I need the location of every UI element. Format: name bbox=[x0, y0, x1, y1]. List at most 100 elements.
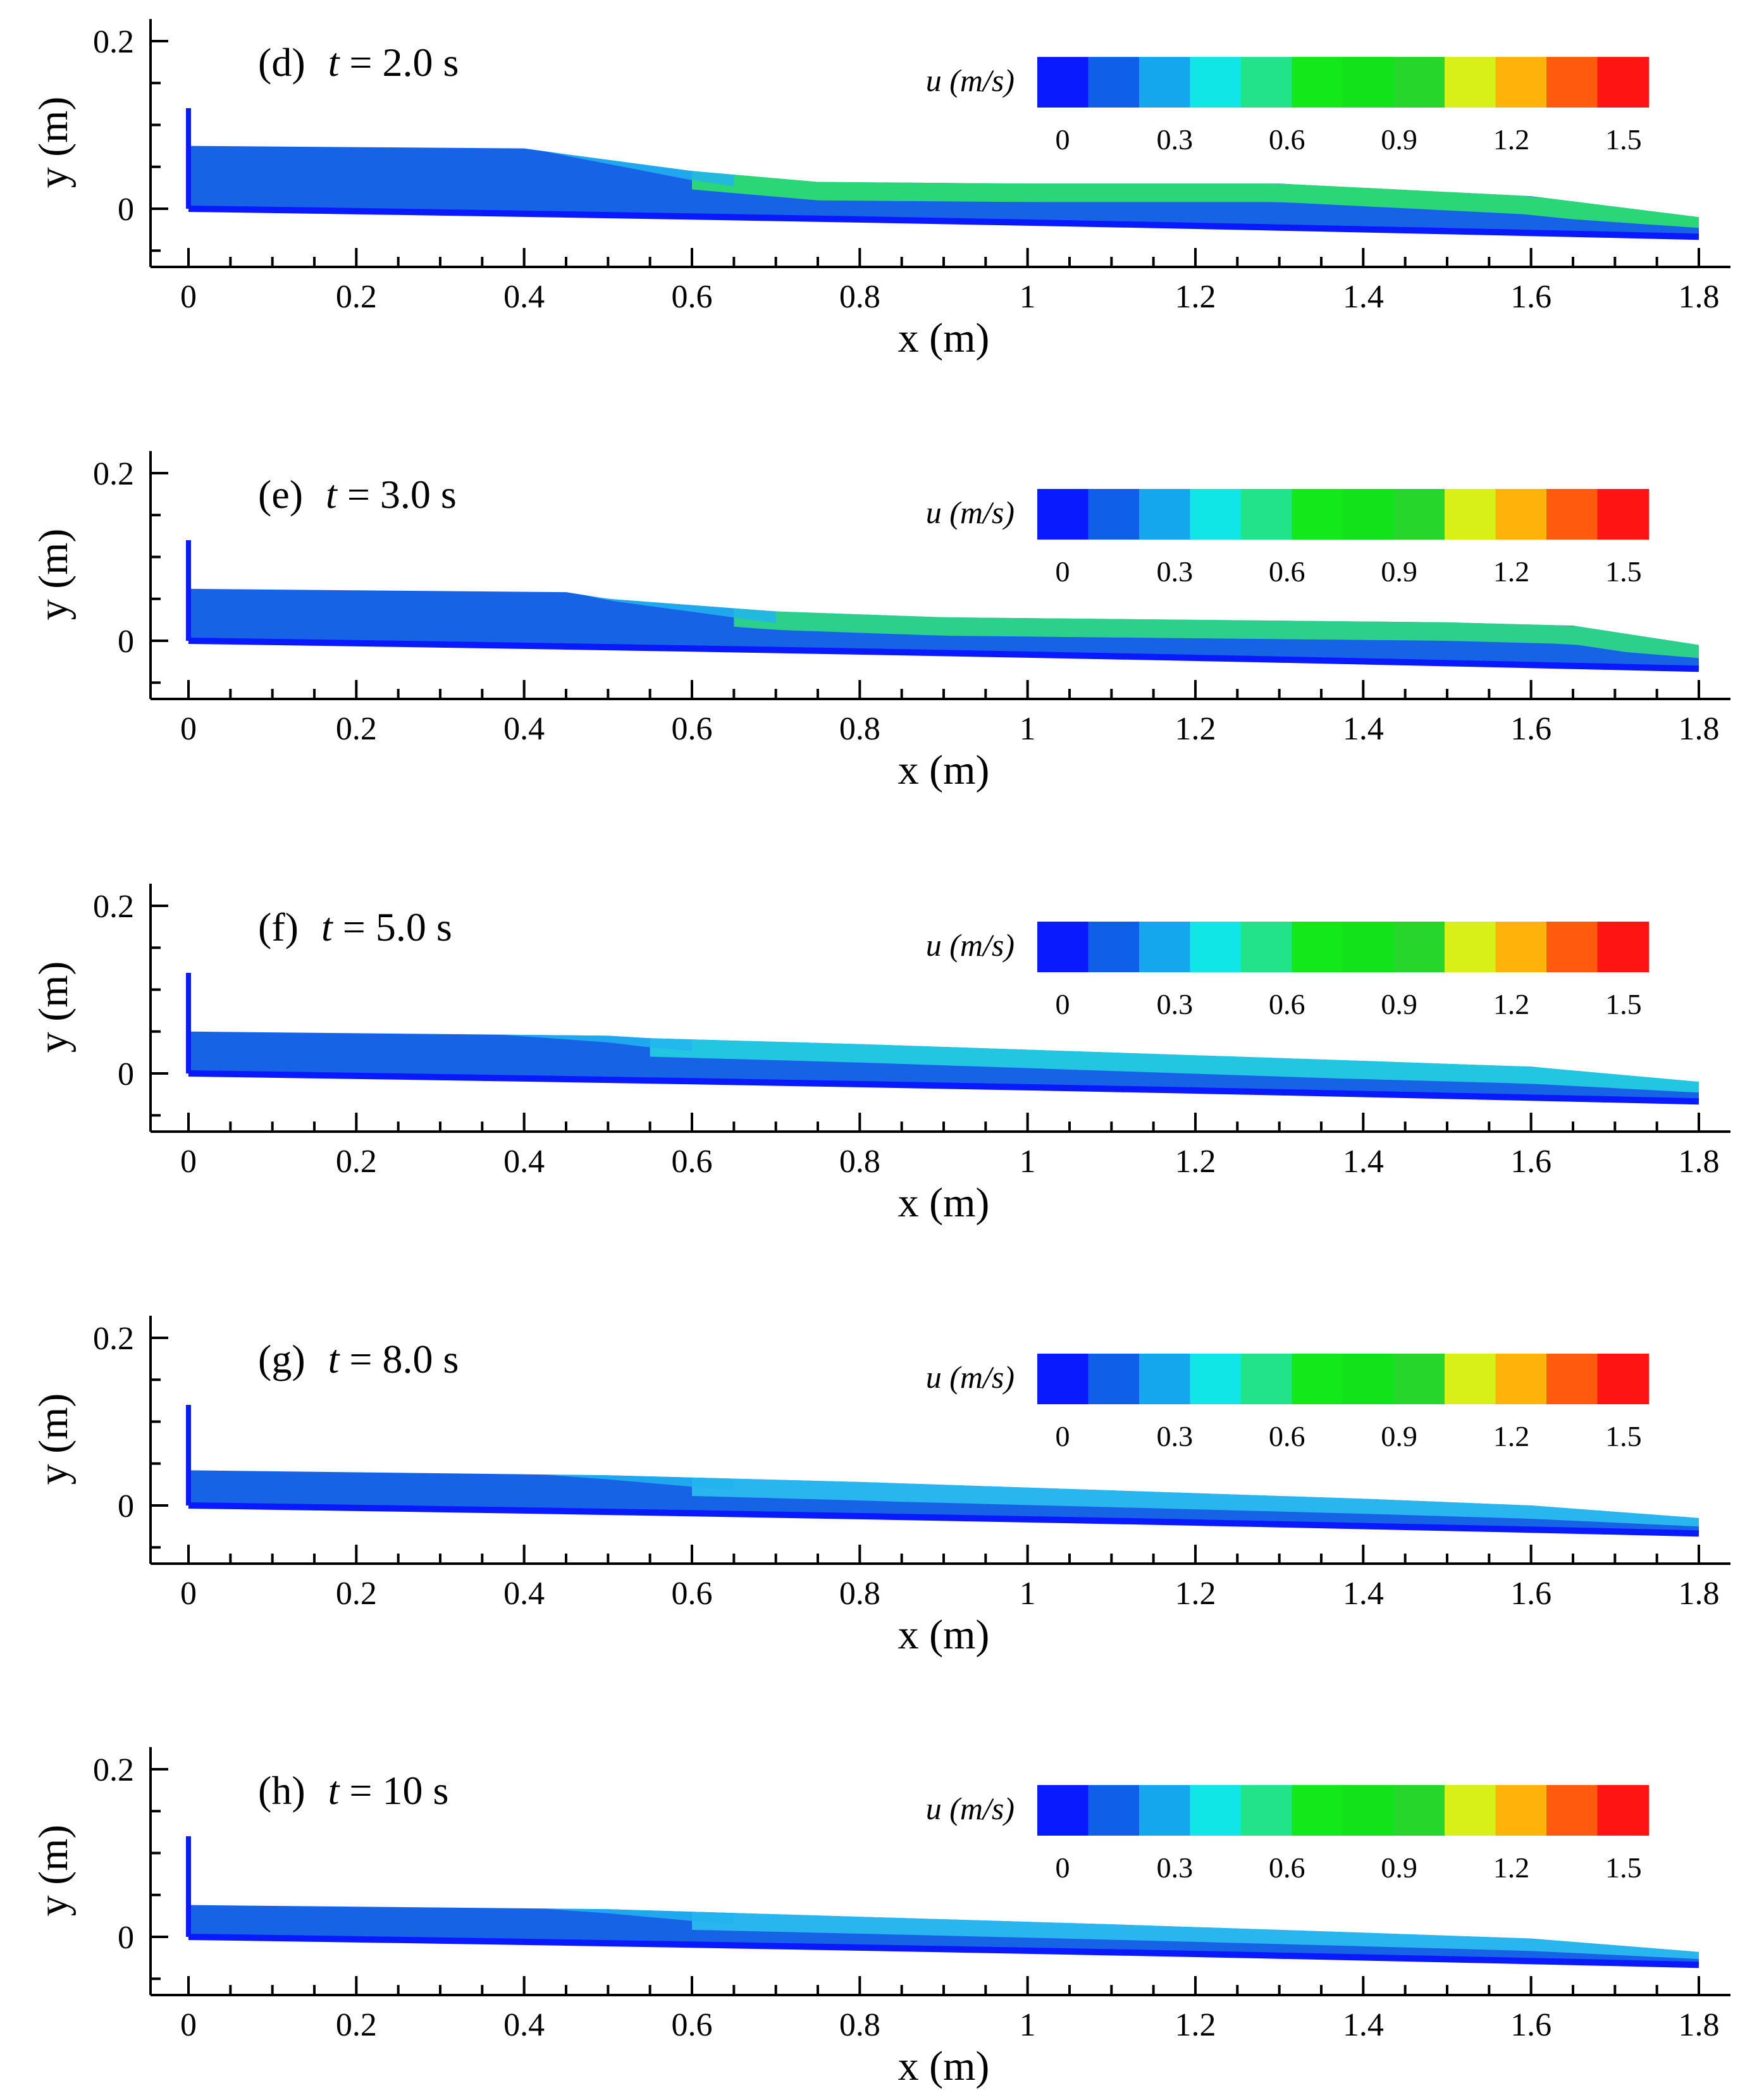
x-tick-label: 0.2 bbox=[336, 2007, 377, 2043]
gate-plate bbox=[186, 1405, 191, 1505]
colorbar-swatch bbox=[1241, 489, 1293, 540]
x-tick-label: 1.4 bbox=[1343, 279, 1384, 315]
x-tick-label: 0.6 bbox=[672, 1576, 713, 1612]
colorbar-swatch bbox=[1088, 1354, 1140, 1404]
bed-line bbox=[188, 638, 1699, 672]
x-axis-title: x (m) bbox=[898, 1180, 990, 1226]
y-axis-title: y (m) bbox=[30, 1394, 77, 1485]
colorbar-label: u (m/s) bbox=[926, 927, 1015, 963]
colorbar-swatch bbox=[1393, 922, 1445, 972]
colorbar-swatch bbox=[1546, 57, 1598, 108]
x-tick-label: 0.8 bbox=[839, 279, 880, 315]
colorbar-swatch bbox=[1597, 57, 1649, 108]
x-tick-label: 0.2 bbox=[336, 711, 377, 747]
x-tick-label: 1 bbox=[1020, 711, 1036, 747]
colorbar-swatch bbox=[1343, 1785, 1395, 1836]
colorbar-swatch bbox=[1139, 57, 1191, 108]
colorbar-swatch bbox=[1292, 489, 1343, 540]
colorbar-swatch bbox=[1445, 489, 1496, 540]
x-tick-label: 1 bbox=[1020, 1144, 1036, 1180]
gate-plate bbox=[186, 108, 191, 209]
colorbar-tick-label: 0.3 bbox=[1157, 1851, 1193, 1884]
colorbar-tick-label: 1.2 bbox=[1493, 123, 1530, 156]
x-tick-label: 0.4 bbox=[503, 279, 545, 315]
colorbar-swatch bbox=[1190, 1354, 1242, 1404]
bed-line bbox=[188, 1502, 1699, 1537]
x-tick-label: 0.6 bbox=[672, 1144, 713, 1180]
flow-region-transition bbox=[583, 595, 776, 624]
y-tick-label: 0 bbox=[118, 192, 134, 228]
x-tick-label: 1.2 bbox=[1175, 1144, 1216, 1180]
x-tick-label: 0.8 bbox=[839, 2007, 880, 2043]
y-tick-label: 0 bbox=[118, 1488, 134, 1524]
colorbar-swatch bbox=[1139, 922, 1191, 972]
colorbar-tick-label: 1.2 bbox=[1493, 1851, 1530, 1884]
flow-region-transition bbox=[498, 1034, 692, 1051]
x-tick-label: 1.2 bbox=[1175, 1576, 1216, 1612]
colorbar-swatch bbox=[1597, 922, 1649, 972]
y-tick-label: 0.2 bbox=[93, 889, 134, 925]
colorbar-swatch bbox=[1393, 489, 1445, 540]
colorbar-swatch bbox=[1343, 1354, 1395, 1404]
colorbar-swatch bbox=[1597, 489, 1649, 540]
panel-time-var: t bbox=[326, 472, 338, 517]
colorbar-swatch bbox=[1597, 1354, 1649, 1404]
bed-line bbox=[188, 1934, 1699, 1968]
x-tick-label: 0.4 bbox=[503, 711, 545, 747]
x-tick-label: 1 bbox=[1020, 279, 1036, 315]
x-tick-label: 1.8 bbox=[1679, 2007, 1720, 2043]
colorbar-swatch bbox=[1393, 1785, 1445, 1836]
colorbar-swatch bbox=[1495, 1785, 1547, 1836]
colorbar-swatch bbox=[1241, 922, 1293, 972]
x-tick-label: 1.6 bbox=[1510, 2007, 1551, 2043]
x-tick-label: 1.2 bbox=[1175, 711, 1216, 747]
panel-time-var: t bbox=[328, 1768, 341, 1813]
colorbar-swatch bbox=[1445, 57, 1496, 108]
x-tick-label: 0 bbox=[180, 711, 197, 747]
colorbar-swatch bbox=[1343, 922, 1395, 972]
colorbar-tick-label: 1.5 bbox=[1605, 555, 1642, 588]
flow-region-fast bbox=[692, 1912, 1699, 1960]
colorbar-swatch bbox=[1292, 1785, 1343, 1836]
colorbar-tick-label: 0.9 bbox=[1381, 123, 1417, 156]
panel-g: 0 0.2 0 0.2 0.4 0.6 0.8 1 1.2 1.4 1.6 1.8 x (m) y (m)… bbox=[30, 1316, 1730, 1658]
x-tick-label: 1.2 bbox=[1175, 2007, 1216, 2043]
panel-title: (f) t = 5.0 s bbox=[258, 905, 452, 949]
colorbar-tick-label: 0.3 bbox=[1157, 123, 1193, 156]
colorbar-swatch bbox=[1241, 1354, 1293, 1404]
colorbar-swatch bbox=[1546, 1785, 1598, 1836]
panel-letter: (h) bbox=[258, 1768, 305, 1813]
panel-time-value: = 8.0 s bbox=[339, 1337, 459, 1381]
x-tick-label: 1 bbox=[1020, 2007, 1036, 2043]
colorbar-tick-label: 0.6 bbox=[1269, 988, 1305, 1020]
colorbar-swatch bbox=[1190, 489, 1242, 540]
colorbar-swatch bbox=[1241, 57, 1293, 108]
colorbar-swatch bbox=[1343, 489, 1395, 540]
x-tick-label: 0.4 bbox=[503, 1144, 545, 1180]
panel-time-var: t bbox=[321, 905, 334, 949]
colorbar-tick-label: 0 bbox=[1056, 1420, 1070, 1452]
panel-time-var: t bbox=[328, 40, 341, 85]
flow-region-fast bbox=[692, 171, 1699, 228]
x-tick-label: 1.4 bbox=[1343, 1576, 1384, 1612]
flow-region-fast bbox=[650, 1038, 1699, 1093]
x-tick-label: 1.6 bbox=[1510, 1576, 1551, 1612]
panel-letter: (e) bbox=[258, 472, 303, 517]
colorbar-tick-label: 1.2 bbox=[1493, 988, 1530, 1020]
y-tick-label: 0 bbox=[118, 624, 134, 660]
y-tick-label: 0.2 bbox=[93, 456, 134, 492]
panel-time-value: = 3.0 s bbox=[337, 472, 457, 517]
colorbar-swatch bbox=[1393, 1354, 1445, 1404]
colorbar-swatch bbox=[1597, 1785, 1649, 1836]
panel-letter: (g) bbox=[258, 1337, 305, 1381]
x-tick-label: 1.4 bbox=[1343, 2007, 1384, 2043]
x-tick-label: 1.8 bbox=[1679, 711, 1720, 747]
flow-region-transition bbox=[541, 1908, 734, 1925]
colorbar-swatch bbox=[1445, 1785, 1496, 1836]
x-tick-label: 0 bbox=[180, 279, 197, 315]
y-axis-title: y (m) bbox=[30, 529, 77, 621]
colorbar-swatch bbox=[1495, 1354, 1547, 1404]
y-tick-label: 0 bbox=[118, 1056, 134, 1092]
flow-region-slow bbox=[188, 1031, 1699, 1102]
colorbar-tick-label: 0 bbox=[1056, 555, 1070, 588]
